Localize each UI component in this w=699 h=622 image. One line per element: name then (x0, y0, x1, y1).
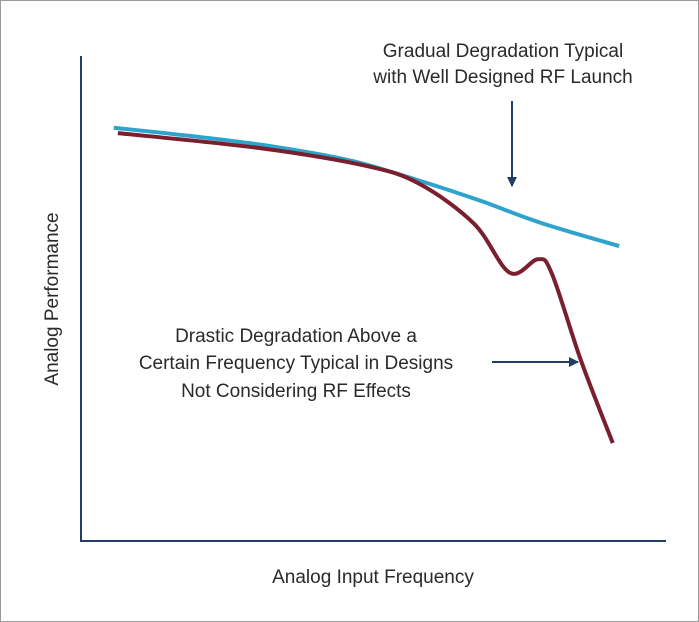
annotation-gradual-line-2: with Well Designed RF Launch (372, 67, 632, 88)
x-axis-label: Analog Input Frequency (272, 567, 474, 588)
annotation-gradual-line-1: Gradual Degradation Typical (383, 41, 623, 62)
annotation-drastic-line-1: Drastic Degradation Above a (175, 326, 417, 347)
annotation-drastic: Drastic Degradation Above a Certain Freq… (139, 326, 579, 402)
annotation-drastic-line-3: Not Considering RF Effects (181, 381, 411, 402)
annotation-drastic-line-2: Certain Frequency Typical in Designs (139, 353, 453, 374)
annotation-gradual: Gradual Degradation Typical with Well De… (372, 41, 633, 187)
axes (80, 56, 666, 542)
y-axis-label: Analog Performance (42, 212, 63, 385)
series-line-gradual (113, 125, 620, 249)
series-line-drastic (117, 131, 615, 444)
